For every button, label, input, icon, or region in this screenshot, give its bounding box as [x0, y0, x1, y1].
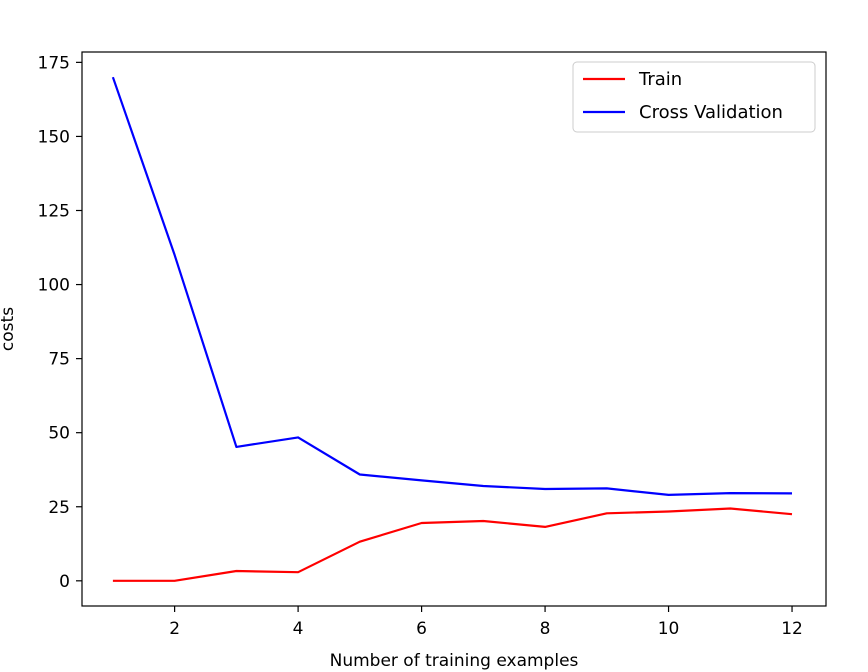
- plot-area: [81, 51, 827, 607]
- y-tick-label: 150: [38, 127, 70, 147]
- series-lines: [111, 76, 793, 582]
- y-axis-ticks: 0 25 50 75 100 125 150 175: [38, 53, 82, 592]
- x-tick-label: 2: [169, 619, 180, 639]
- x-axis-label: Number of training examples: [330, 651, 579, 671]
- legend-box: [572, 61, 816, 133]
- x-tick-label: 4: [293, 619, 304, 639]
- series-line-0: [112, 507, 793, 582]
- y-tick-label: 175: [38, 53, 70, 73]
- y-tick-label: 50: [48, 424, 70, 444]
- y-tick-label: 0: [59, 572, 70, 592]
- legend-label-0: Train: [638, 69, 682, 90]
- y-axis-label: costs: [0, 307, 18, 351]
- x-tick-label: 12: [781, 619, 803, 639]
- x-tick-label: 8: [540, 619, 551, 639]
- y-tick-label: 100: [38, 276, 70, 296]
- y-tick-label: 125: [38, 201, 70, 221]
- legend: Train Cross Validation: [572, 61, 816, 133]
- x-tick-label: 10: [658, 619, 680, 639]
- y-tick-label: 25: [48, 498, 70, 518]
- legend-label-1: Cross Validation: [639, 102, 783, 123]
- y-tick-label: 75: [48, 350, 70, 370]
- axes-frame: [81, 51, 827, 607]
- series-line-1: [111, 76, 793, 496]
- x-axis-ticks: 2 4 6 8 10 12: [169, 606, 803, 639]
- x-tick-label: 6: [416, 619, 427, 639]
